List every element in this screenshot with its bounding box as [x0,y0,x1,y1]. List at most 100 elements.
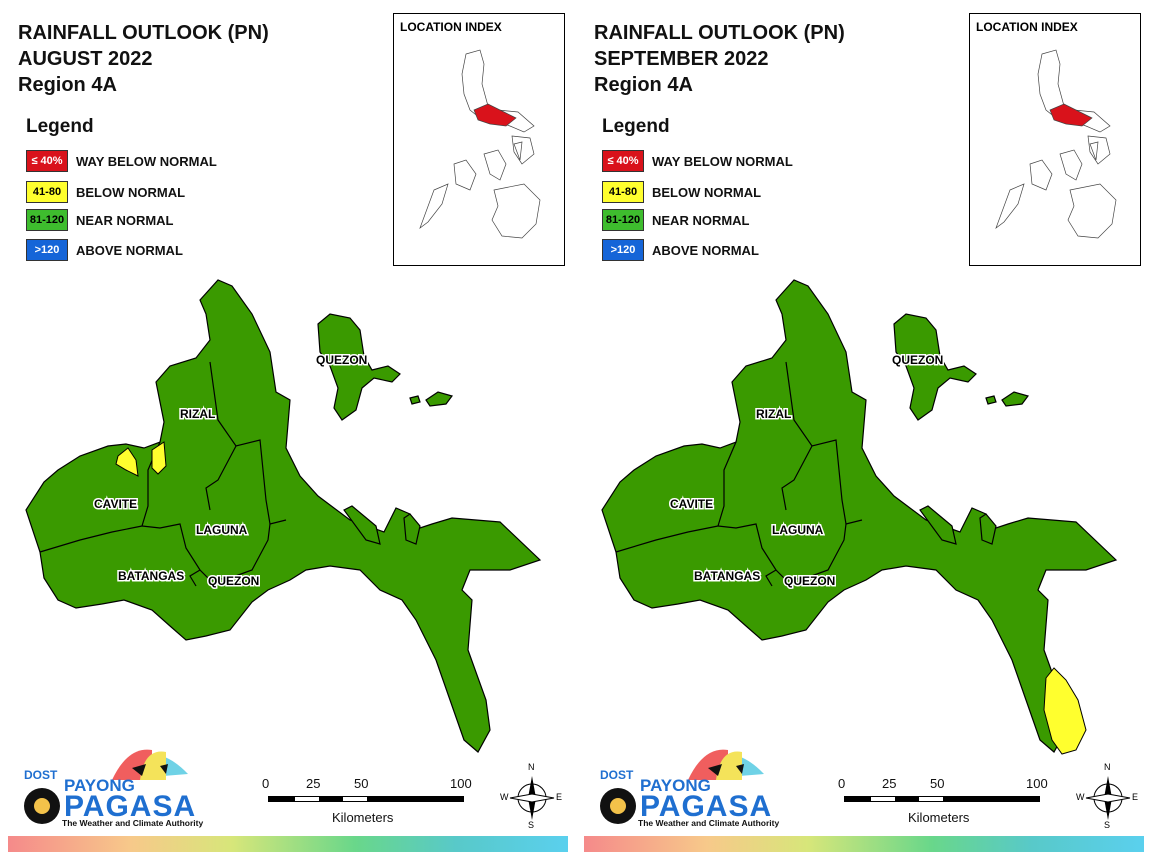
scale-bar-graphic [844,796,1040,802]
legend-title: Legend [26,116,94,137]
island-small [403,513,421,545]
north-arrow: N S E W [500,762,564,832]
quezon-north-island [317,313,401,421]
label-cavite: CAVITE [670,497,713,511]
location-index-label: LOCATION INDEX [976,20,1078,34]
scale-units: Kilometers [332,810,394,825]
label-laguna: LAGUNA [196,523,248,537]
legend-swatch: >120 [26,239,68,261]
legend-label: BELOW NORMAL [652,185,762,200]
logo-tagline: The Weather and Climate Authority [638,818,780,828]
island-small [409,395,421,405]
logo-dost: DOST [24,768,58,782]
scale-bar: 0 25 50 100 Kilometers [262,776,482,836]
panel-september: RAINFALL OUTLOOK (PN) SEPTEMBER 2022 Reg… [576,0,1152,864]
region-4a-highlight [1049,103,1093,127]
label-rizal: RIZAL [756,407,791,421]
label-quezon-south: QUEZON [784,574,835,588]
footer-gradient-bar [584,836,1144,852]
title-line1: RAINFALL OUTLOOK (PN) [594,22,845,44]
logo-tagline: The Weather and Climate Authority [62,818,204,828]
region-4a-highlight [473,103,517,127]
compass-rose-icon [509,776,555,820]
region-4a-landmass [601,279,1118,753]
label-quezon-south: QUEZON [208,574,259,588]
below-normal-area [1043,667,1087,755]
location-index-label: LOCATION INDEX [400,20,502,34]
scale-tick: 0 [262,776,270,791]
title-month: SEPTEMBER 2022 [594,48,769,70]
legend-label: NEAR NORMAL [76,213,174,228]
title-line1: RAINFALL OUTLOOK (PN) [18,22,269,44]
location-index: LOCATION INDEX [969,13,1141,266]
scale-tick: 50 [354,776,369,791]
location-index: LOCATION INDEX [393,13,565,266]
umbrella-icon [600,749,764,824]
scale-tick: 50 [930,776,945,791]
map-title: RAINFALL OUTLOOK (PN) AUGUST 2022 Region… [18,20,269,98]
logo-payong: PAYONG [64,776,135,795]
scale-bar-graphic [268,796,464,802]
scale-tick: 25 [882,776,897,791]
region-map: QUEZON RIZAL CAVITE LAGUNA BATANGAS QUEZ… [25,279,542,753]
philippines-locator-map [419,49,541,239]
scale-tick: 100 [1026,776,1048,791]
scale-units: Kilometers [908,810,970,825]
legend-swatch: 81-120 [26,209,68,231]
quezon-north-island [893,313,977,421]
label-quezon-north: QUEZON [892,353,943,367]
legend-label: BELOW NORMAL [76,185,186,200]
title-month: AUGUST 2022 [18,48,153,70]
region-map: QUEZON RIZAL CAVITE LAGUNA BATANGAS QUEZ… [601,279,1118,755]
label-quezon-north: QUEZON [316,353,367,367]
island-small [343,505,381,545]
compass-w: W [1076,792,1085,802]
compass-w: W [500,792,509,802]
umbrella-icon [24,749,188,824]
pagasa-logo: DOST PAYONG PAGASA The Weather and Clima… [16,740,216,832]
scale-tick: 0 [838,776,846,791]
title-region: Region 4A [594,74,693,96]
legend-title: Legend [602,116,670,137]
legend-swatch: 41-80 [26,181,68,203]
island-small [919,505,957,545]
map-title: RAINFALL OUTLOOK (PN) SEPTEMBER 2022 Reg… [594,20,845,98]
philippines-locator-map [995,49,1117,239]
below-normal-area [115,447,139,477]
scale-tick: 25 [306,776,321,791]
legend-swatch: ≤ 40% [26,150,68,172]
logo-pagasa: PAGASA [640,790,773,823]
panel-august: RAINFALL OUTLOOK (PN) AUGUST 2022 Region… [8,13,568,852]
legend-swatch: ≤ 40% [602,150,644,172]
island-small [979,513,997,545]
north-arrow: N S E W [1076,762,1140,832]
compass-s: S [528,820,535,830]
legend-swatch: >120 [602,239,644,261]
below-normal-area [151,441,167,475]
legend-label: WAY BELOW NORMAL [76,154,217,169]
label-batangas: BATANGAS [694,569,760,583]
compass-n: N [528,762,535,772]
logo-payong: PAYONG [640,776,711,795]
island-small [985,395,997,405]
logo-dost: DOST [600,768,634,782]
legend-swatch: 81-120 [602,209,644,231]
legend-swatch: 41-80 [602,181,644,203]
label-rizal: RIZAL [180,407,215,421]
legend-label: WAY BELOW NORMAL [652,154,793,169]
legend-label: ABOVE NORMAL [652,243,759,258]
label-cavite: CAVITE [94,497,137,511]
scale-bar: 0 25 50 100 Kilometers [838,776,1058,836]
logo-pagasa: PAGASA [64,790,197,823]
compass-e: E [1132,792,1139,802]
island-small [1001,391,1030,407]
title-region: Region 4A [18,74,117,96]
island-small [425,391,454,407]
compass-n: N [1104,762,1111,772]
legend-label: ABOVE NORMAL [76,243,183,258]
footer-gradient-bar [8,836,568,852]
scale-tick: 100 [450,776,472,791]
label-batangas: BATANGAS [118,569,184,583]
compass-rose-icon [1085,776,1131,820]
region-4a-landmass [25,279,542,753]
